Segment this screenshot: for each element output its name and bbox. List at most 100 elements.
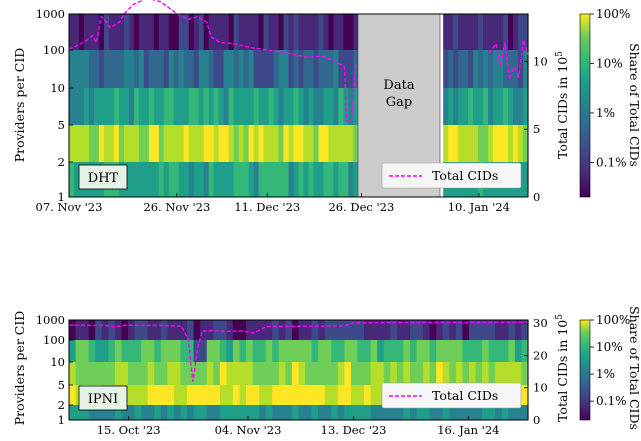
ipni-heatmap-cell bbox=[239, 362, 247, 385]
dht-heatmap-cell bbox=[273, 125, 280, 162]
ipni-heatmap-cell bbox=[429, 320, 437, 340]
ipni-heatmap-cell bbox=[147, 385, 155, 405]
ipni-heatmap-cell bbox=[134, 362, 142, 385]
ipni-heatmap-cell bbox=[141, 320, 149, 340]
dht-y-tick-label: 1000 bbox=[36, 7, 65, 21]
ipni-heatmap-cell bbox=[114, 320, 123, 340]
ipni-heatmap-cell bbox=[423, 340, 431, 362]
dht-colorbar: 0.1% 1% 10% 100% Share of Total CIDs bbox=[579, 7, 641, 198]
dht-gap-label-line2: Gap bbox=[386, 95, 412, 110]
dht-heatmap-cell bbox=[273, 50, 280, 88]
ipni-heatmap-cell bbox=[213, 362, 221, 385]
ipni-heatmap-cell bbox=[344, 320, 352, 340]
ipni-heatmap-cell bbox=[383, 340, 391, 362]
dht-heatmap-cell bbox=[213, 162, 220, 197]
dht-heatmap-cell bbox=[198, 162, 205, 197]
dht-heatmap-cell bbox=[288, 50, 295, 88]
dht-heatmap-cell bbox=[313, 125, 320, 162]
ipni-heatmap-cell bbox=[108, 340, 116, 362]
ipni-heatmap-cell bbox=[278, 320, 286, 340]
ipni-heatmap-cell bbox=[318, 340, 326, 362]
ipni-heatmap-cell bbox=[187, 385, 195, 405]
ipni-heatmap-cell bbox=[475, 320, 483, 340]
dht-heatmap-cell bbox=[468, 14, 474, 50]
ipni-heatmap-cell bbox=[449, 340, 457, 362]
ipni-heatmap-cell bbox=[101, 405, 109, 420]
dht-heatmap-cell bbox=[69, 50, 75, 88]
dht-heatmap-cell bbox=[133, 125, 140, 162]
ipni-heatmap-cell bbox=[291, 320, 300, 340]
ipni-heatmap-cell bbox=[475, 405, 483, 420]
ipni-heatmap-cell bbox=[272, 340, 280, 362]
dht-heatmap-cell bbox=[78, 50, 85, 88]
ipni-heatmap-cell bbox=[396, 405, 405, 420]
dht-heatmap-cell bbox=[308, 14, 315, 50]
dht-heatmap-cell bbox=[113, 14, 120, 50]
dht-heatmap-cell bbox=[73, 88, 80, 125]
ipni-heatmap-cell bbox=[370, 405, 378, 420]
dht-heatmap-cell bbox=[343, 14, 349, 50]
dht-heatmap-cell bbox=[253, 50, 260, 88]
dht-panel: Data Gap 1 2 5 10 100 1000 0 5 10 07. Nov '23 26. … bbox=[12, 0, 641, 214]
ipni-heatmap-cell bbox=[298, 340, 306, 362]
dht-heatmap-cell bbox=[318, 162, 325, 197]
dht-heatmap-cell bbox=[463, 125, 469, 162]
dht-heatmap-cell bbox=[483, 88, 489, 125]
dht-x-tick-label: 11. Dec '23 bbox=[234, 200, 300, 214]
dht-heatmap-cell bbox=[353, 14, 359, 50]
dht-heatmap-cell bbox=[98, 50, 105, 88]
ipni-heatmap-cell bbox=[272, 405, 280, 420]
dht-heatmap-cell bbox=[348, 50, 354, 88]
ipni-heatmap-cell bbox=[252, 362, 260, 385]
dht-heatmap-cell bbox=[188, 125, 195, 162]
dht-heatmap-cell bbox=[69, 125, 75, 162]
dht-heatmap-cell bbox=[123, 14, 130, 50]
dht-heatmap-cell bbox=[488, 125, 494, 162]
dht-gap-label-line1: Data bbox=[383, 78, 414, 93]
ipni-heatmap-cell bbox=[180, 385, 188, 405]
ipni-heatmap-cell bbox=[167, 405, 175, 420]
dht-heatmap-cell bbox=[278, 88, 285, 125]
dht-heatmap-cell bbox=[478, 125, 484, 162]
dht-heatmap-cell bbox=[508, 14, 514, 50]
dht-heatmap-cell bbox=[288, 162, 295, 197]
ipni-heatmap-cell bbox=[265, 320, 273, 340]
dht-colorbar-tick-label: 0.1% bbox=[596, 155, 627, 169]
dht-heatmap-cell bbox=[228, 162, 235, 197]
dht-heatmap-cell bbox=[328, 88, 335, 125]
ipni-heatmap-cell bbox=[455, 405, 464, 420]
dht-heatmap-cell bbox=[78, 14, 85, 50]
dht-heatmap-cell bbox=[323, 14, 330, 50]
dht-heatmap-cell bbox=[348, 125, 354, 162]
dht-heatmap-cell bbox=[513, 88, 519, 125]
ipni-heatmap-cell bbox=[462, 320, 470, 340]
dht-heatmap-cell bbox=[118, 88, 125, 125]
ipni-heatmap-cell bbox=[278, 385, 286, 405]
ipni-heatmap-cell bbox=[246, 340, 254, 362]
dht-heatmap-cell bbox=[303, 125, 310, 162]
dht-heatmap-cell bbox=[208, 125, 215, 162]
ipni-heatmap-cell bbox=[206, 405, 214, 420]
ipni-heatmap-cell bbox=[232, 320, 241, 340]
ipni-heatmap-cell bbox=[108, 320, 116, 340]
dht-heatmap-cell bbox=[443, 50, 449, 88]
ipni-heatmap-cell bbox=[337, 340, 345, 362]
dht-heatmap-cell bbox=[83, 125, 90, 162]
dht-heatmap-cell bbox=[213, 88, 220, 125]
dht-heatmap-cell bbox=[108, 14, 115, 50]
ipni-heatmap-cell bbox=[187, 405, 195, 420]
dht-heatmap-cell bbox=[148, 162, 155, 197]
ipni-heatmap-cell bbox=[193, 320, 201, 340]
ipni-heatmap-cell bbox=[232, 385, 241, 405]
ipni-heatmap-cell bbox=[311, 385, 319, 405]
ipni-heatmap-cell bbox=[206, 385, 214, 405]
dht-heatmap-cell bbox=[248, 88, 255, 125]
ipni-heatmap-cell bbox=[252, 405, 260, 420]
dht-heatmap-cell bbox=[353, 125, 359, 162]
ipni-heatmap-cell bbox=[331, 405, 339, 420]
ipni-heatmap-cell bbox=[305, 405, 313, 420]
dht-heatmap-cell bbox=[253, 14, 260, 50]
ipni-heatmap-cell bbox=[370, 385, 378, 405]
dht-legend: Total CIDs bbox=[381, 162, 522, 189]
dht-heatmap-cell bbox=[478, 14, 484, 50]
